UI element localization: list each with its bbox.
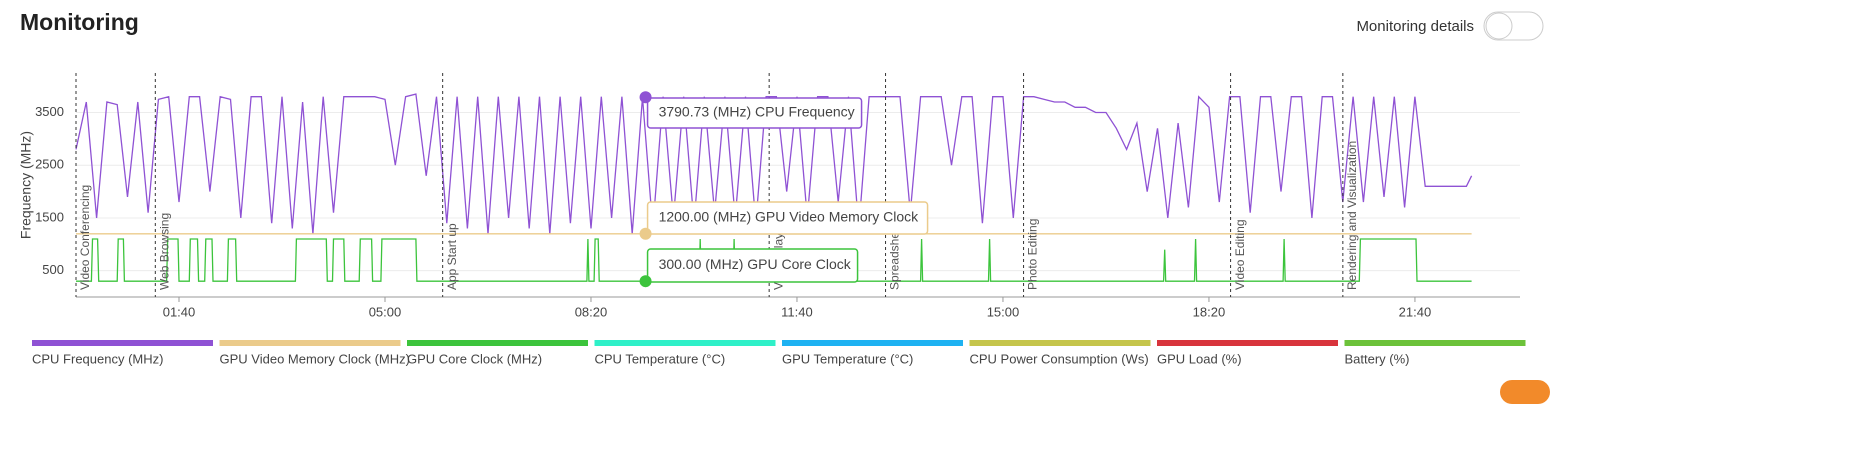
legend-label: GPU Temperature (°C) — [782, 351, 913, 366]
legend-swatch — [782, 340, 963, 346]
x-tick-label: 05:00 — [369, 304, 402, 319]
legend-swatch — [32, 340, 213, 346]
x-tick-label: 18:20 — [1193, 304, 1226, 319]
activity-label: Video Conferencing — [78, 185, 92, 290]
series-line — [75, 93, 1473, 234]
toggle-knob — [1485, 12, 1513, 40]
y-tick-label: 3500 — [35, 104, 64, 119]
legend-label: CPU Temperature (°C) — [595, 351, 726, 366]
legend-swatch — [1157, 340, 1338, 346]
y-tick-label: 500 — [42, 262, 64, 277]
hover-point — [639, 91, 652, 104]
tooltip-box — [646, 97, 863, 129]
legend-swatch — [407, 340, 588, 346]
toggle-label: Monitoring details — [1356, 18, 1474, 35]
legend-swatch — [969, 340, 1151, 346]
legend-label: CPU Power Consumption (Ws) — [970, 351, 1149, 366]
x-tick-label: 15:00 — [987, 304, 1020, 319]
y-tick-label: 2500 — [35, 157, 64, 172]
legend-label: GPU Core Clock (MHz) — [407, 351, 542, 366]
legend-label: CPU Frequency (MHz) — [32, 351, 163, 366]
y-tick-label: 1500 — [35, 209, 64, 224]
activity-label: Web Browsing — [157, 213, 171, 290]
x-tick-label: 11:40 — [781, 304, 813, 319]
hover-point — [639, 227, 652, 240]
legend-label: Battery (%) — [1345, 351, 1410, 366]
x-tick-label: 21:40 — [1399, 304, 1432, 319]
hover-point — [639, 275, 652, 288]
tooltip-box — [646, 201, 929, 235]
activity-label: App Start up — [445, 223, 459, 290]
tooltip-text: 300.00 (MHz) GPU Core Clock — [659, 256, 852, 272]
x-tick-label: 08:20 — [575, 304, 608, 319]
legend-label: GPU Load (%) — [1157, 351, 1242, 366]
page-title: Monitoring — [20, 9, 139, 35]
activity-label: Rendering and Visualization — [1345, 141, 1359, 290]
activity-label: Video Editing — [1233, 220, 1247, 291]
tooltip-text: 3790.73 (MHz) CPU Frequency — [659, 104, 855, 120]
tooltip-box — [646, 248, 859, 283]
legend-swatch — [219, 340, 401, 346]
y-axis-label: Frequency (MHz) — [18, 131, 34, 239]
legend-label: GPU Video Memory Clock (MHz) — [220, 351, 410, 366]
legend-swatch — [594, 340, 776, 346]
tooltip-text: 1200.00 (MHz) GPU Video Memory Clock — [659, 209, 920, 225]
activity-label: Photo Editing — [1026, 219, 1040, 290]
activity-label: Spreadsheet — [888, 221, 902, 290]
x-tick-label: 01:40 — [163, 304, 196, 319]
series-line — [76, 238, 1472, 282]
legend-swatch — [1344, 340, 1526, 346]
toggle-on[interactable] — [1500, 380, 1550, 404]
